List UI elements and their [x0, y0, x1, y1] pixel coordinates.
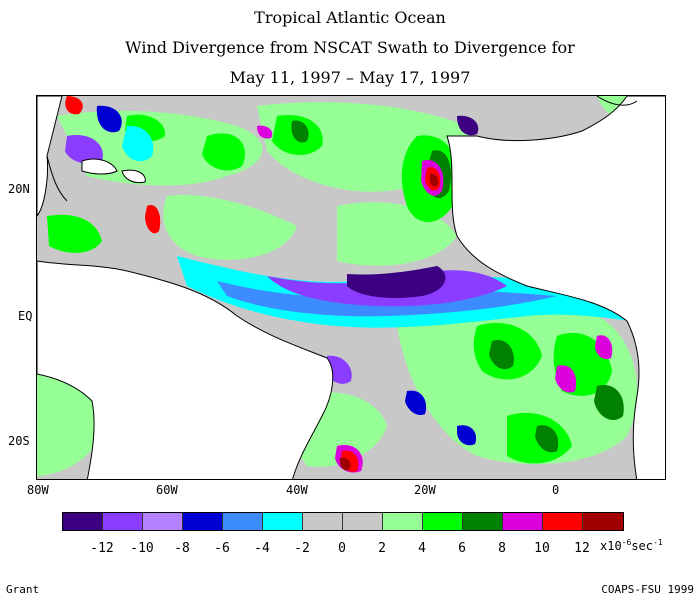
units-exponent-2: -1 [653, 538, 663, 547]
color-legend-swatch [383, 513, 423, 530]
lat-label-20s: 20S [8, 434, 30, 448]
color-legend-tick-label: 8 [498, 541, 506, 556]
lon-label-60w: 60W [156, 483, 178, 497]
color-legend-swatch [223, 513, 263, 530]
color-legend-tick-label: -10 [130, 541, 154, 556]
color-legend-tick-label: -12 [90, 541, 114, 556]
negative-darkpurple-band [347, 115, 479, 298]
map-subtitle: Wind Divergence from NSCAT Swath to Dive… [125, 38, 575, 57]
lon-label-0: 0 [552, 483, 560, 497]
positive-darkred-areas [339, 173, 439, 471]
color-legend-swatch [423, 513, 463, 530]
institution-credit: COAPS-FSU 1999 [601, 583, 694, 596]
color-legend-tick-label: -2 [294, 541, 310, 556]
color-legend-tick-label: -8 [174, 541, 190, 556]
map-date-range: May 11, 1997 – May 17, 1997 [229, 68, 471, 87]
color-legend-tick-label: 6 [458, 541, 466, 556]
color-legend-swatch [543, 513, 583, 530]
coastline-detail [46, 96, 638, 202]
units-mid: sec [631, 539, 654, 553]
map-title: Tropical Atlantic Ocean [254, 8, 446, 27]
color-legend-tick-label: 10 [534, 541, 550, 556]
color-legend-tick-label: 12 [574, 541, 590, 556]
lat-label-20n: 20N [8, 182, 30, 196]
color-legend-tick-label: -6 [214, 541, 230, 556]
lon-label-20w: 20W [414, 483, 436, 497]
color-legend-swatch [63, 513, 103, 530]
divergence-map [37, 96, 665, 479]
color-legend [62, 512, 624, 531]
color-legend-tick-label: 0 [338, 541, 346, 556]
color-legend-swatch [263, 513, 303, 530]
color-legend-tick-label: 4 [418, 541, 426, 556]
lon-label-80w: 80W [27, 483, 49, 497]
color-legend-units: x10-6sec-1 [600, 538, 663, 553]
color-legend-swatch [143, 513, 183, 530]
land-masses [37, 96, 665, 479]
lat-label-eq: EQ [18, 309, 33, 323]
color-legend-tick-label: 2 [378, 541, 386, 556]
color-legend-swatch [463, 513, 503, 530]
units-exponent-1: -6 [621, 538, 632, 547]
color-legend-swatch [503, 513, 543, 530]
color-legend-tick-label: -4 [254, 541, 270, 556]
units-prefix: x10 [600, 539, 622, 553]
lon-label-40w: 40W [286, 483, 308, 497]
negative-blue-areas [96, 105, 477, 446]
color-legend-swatch [343, 513, 383, 530]
color-legend-swatch [183, 513, 223, 530]
color-legend-swatch [583, 513, 623, 530]
color-legend-swatch [303, 513, 343, 530]
color-legend-swatch [103, 513, 143, 530]
author-credit: Grant [6, 583, 40, 596]
map-panel [36, 95, 666, 480]
